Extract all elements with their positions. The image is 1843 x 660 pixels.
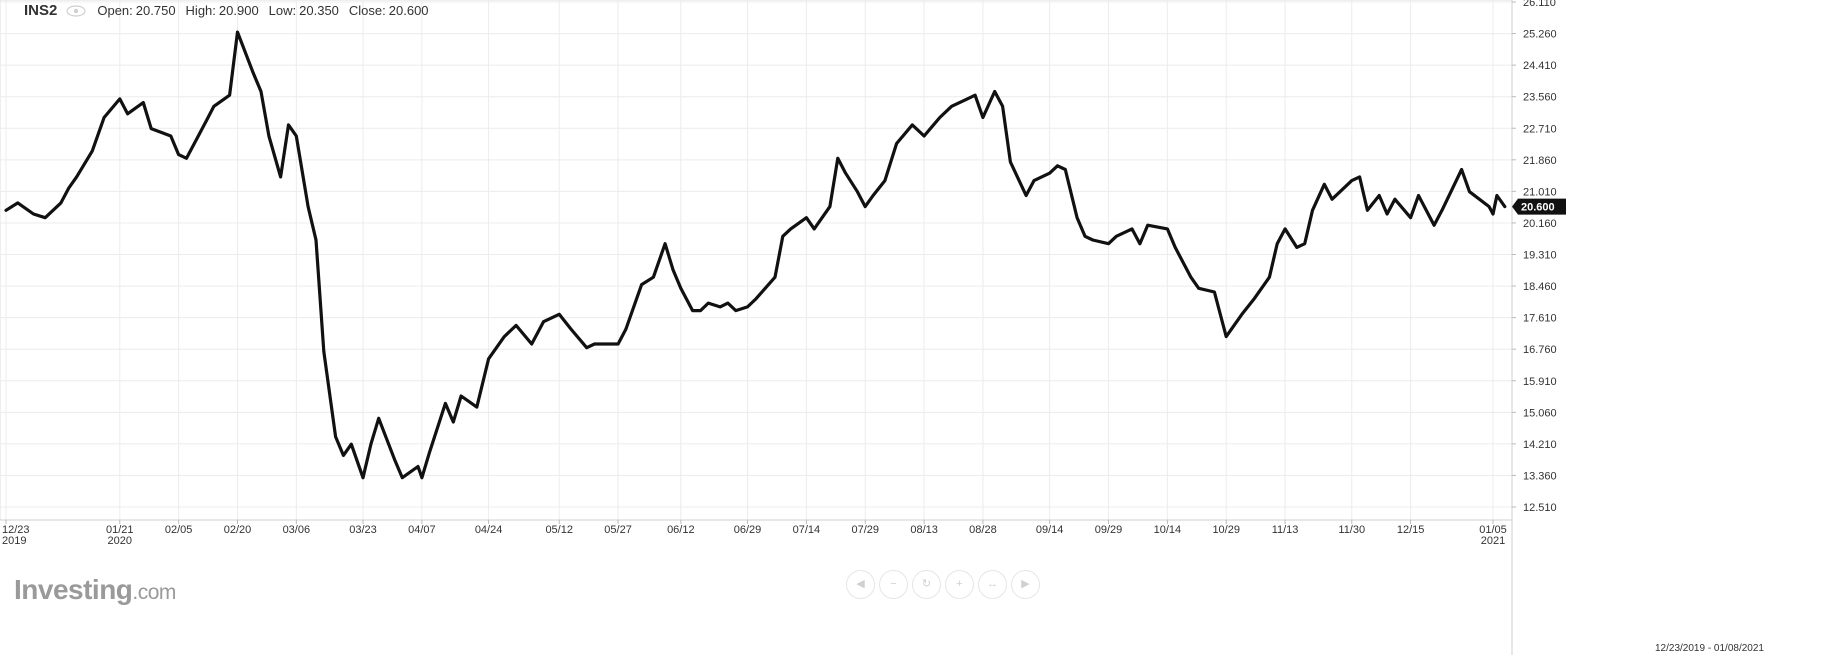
x-tick-label: 05/12 [545,524,573,536]
last-price-label: 20.600 [1521,202,1555,214]
y-tick-label: 20.160 [1523,218,1557,230]
y-axis: 12.510 13.360 14.210 15.060 15.910 16.760 17.6… [1511,0,1557,655]
price-series-line [4,30,1507,480]
logo-suffix: .com [132,581,176,604]
x-tick-label: 02/05 [165,524,193,536]
arrow-left-icon[interactable]: ◀ [846,570,875,599]
zoom-out-icon[interactable]: − [879,570,908,599]
y-tick-label: 19.310 [1523,250,1557,262]
series-layer [4,30,1507,480]
high-value: 20.900 [218,3,259,18]
y-tick-label: 18.460 [1523,281,1557,293]
x-tick-sublabel: 2019 [2,535,26,547]
y-tick-label: 17.610 [1523,313,1557,325]
grid-lines [0,0,1513,521]
last-price-badge-layer: 20.600 [1512,198,1566,215]
y-tick-label: 21.010 [1523,186,1557,198]
reset-icon[interactable]: ↻ [912,570,941,599]
x-tick-label: 04/24 [475,524,503,536]
close-group: Close: 20.600 [349,3,429,18]
x-tick-label: 02/20 [224,524,252,536]
date-range-label: 12/23/2019 - 01/08/2021 [1655,643,1764,654]
open-label: Open: [97,3,133,18]
x-tick-label: 05/27 [604,524,632,536]
x-tick-label: 03/06 [283,524,311,536]
y-tick-label: 12.510 [1523,502,1557,514]
investing-logo: Investing.com [14,574,176,606]
x-tick-label: 10/29 [1212,524,1240,536]
y-tick-label: 23.560 [1523,92,1557,104]
x-tick-label: 07/29 [851,524,879,536]
low-group: Low: 20.350 [269,3,339,18]
last-price-badge [1512,198,1566,215]
x-tick-label: 08/28 [969,524,997,536]
fit-icon[interactable]: ↔ [978,570,1007,599]
close-value: 20.600 [388,3,429,18]
y-tick-label: 22.710 [1523,123,1557,135]
x-tick-label: 10/14 [1154,524,1182,536]
open-group: Open: 20.750 [97,3,175,18]
x-tick-label: 11/13 [1272,524,1299,536]
x-tick-label: 03/23 [349,524,377,536]
y-tick-label: 21.860 [1523,155,1557,167]
y-tick-label: 14.210 [1523,439,1557,451]
x-tick-label: 01/21 [106,524,134,536]
high-group: High: 20.900 [186,3,259,18]
high-label: High: [185,3,216,18]
low-label: Low: [268,3,297,18]
chart-nav-controls: ◀ − ↻ + ↔ ▶ [846,570,1040,599]
low-value: 20.350 [299,3,339,18]
y-tick-label: 16.760 [1523,344,1557,356]
ohlc-header: INS2 Open: 20.750 High: 20.900 Low: 20.350 … [24,2,429,19]
y-tick-label: 24.410 [1523,60,1557,72]
x-tick-label: 06/29 [734,524,762,536]
x-tick-sublabel: 2020 [108,535,132,547]
logo-brand: Investing [14,574,133,605]
y-tick-label: 13.360 [1523,470,1557,482]
x-tick-label: 04/07 [408,524,436,536]
x-tick-label: 01/05 [1479,524,1507,536]
x-tick-label: 07/14 [793,524,821,536]
x-tick-label: 09/14 [1036,524,1064,536]
eye-icon[interactable] [65,4,87,17]
x-tick-label: 11/30 [1338,524,1365,536]
open-value: 20.750 [135,3,176,18]
y-tick-label: 26.110 [1523,0,1556,9]
x-tick-label: 12/23 [2,524,30,536]
x-tick-label: 09/29 [1095,524,1123,536]
zoom-in-icon[interactable]: + [945,570,974,599]
x-tick-sublabel: 2021 [1481,535,1505,547]
x-tick-label: 08/13 [910,524,938,536]
y-tick-label: 15.910 [1523,376,1557,388]
symbol-label: INS2 [24,2,58,19]
x-tick-label: 06/12 [667,524,695,536]
x-tick-label: 12/15 [1397,524,1425,536]
y-tick-label: 15.060 [1523,407,1557,419]
y-tick-label: 25.260 [1523,29,1557,41]
plot-area [0,0,1513,521]
close-label: Close: [348,3,386,18]
arrow-right-icon[interactable]: ▶ [1011,570,1040,599]
